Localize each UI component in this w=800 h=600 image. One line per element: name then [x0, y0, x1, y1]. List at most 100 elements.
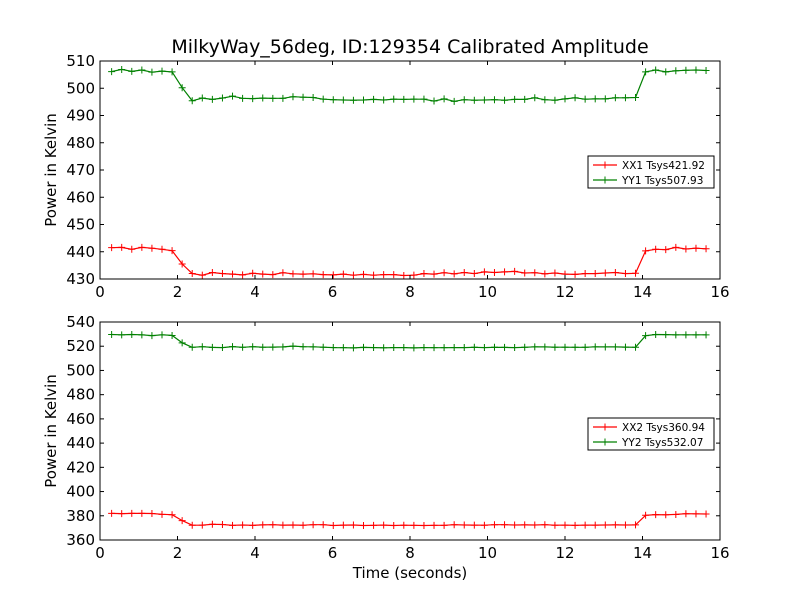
- data-point: [249, 95, 257, 103]
- data-point: [450, 521, 458, 529]
- legend-label: YY2 Tsys532.07: [621, 437, 703, 449]
- data-point: [178, 260, 186, 268]
- data-point: [309, 270, 317, 278]
- data-point: [460, 96, 468, 104]
- data-point: [239, 343, 247, 351]
- series-yy1: [108, 65, 710, 105]
- y-tick-label: 420: [66, 458, 95, 476]
- data-point: [259, 270, 267, 278]
- data-point: [349, 521, 357, 529]
- data-point: [218, 270, 226, 278]
- data-point: [621, 94, 629, 102]
- data-point: [218, 344, 226, 352]
- data-point: [470, 270, 478, 278]
- data-point: [208, 343, 216, 351]
- data-point: [652, 511, 660, 519]
- y-tick-label: 540: [66, 313, 95, 331]
- data-point: [702, 331, 710, 339]
- data-point: [632, 343, 640, 351]
- x-tick-label: 16: [710, 544, 729, 562]
- data-point: [450, 270, 458, 278]
- data-point: [420, 521, 428, 529]
- series-xx2: [108, 509, 710, 529]
- data-point: [400, 271, 408, 279]
- data-point: [632, 94, 640, 102]
- y-tick-label: 510: [66, 52, 95, 70]
- data-point: [692, 244, 700, 252]
- y-axis-label: Power in Kelvin: [42, 113, 60, 227]
- data-point: [430, 521, 438, 529]
- legend-marker: [601, 423, 609, 431]
- data-point: [279, 521, 287, 529]
- data-point: [692, 510, 700, 518]
- data-point: [239, 94, 247, 102]
- data-point: [178, 517, 186, 525]
- data-point: [390, 95, 398, 103]
- data-point: [501, 521, 509, 529]
- data-point: [601, 521, 609, 529]
- data-point: [642, 332, 650, 340]
- data-point: [642, 511, 650, 519]
- data-point: [198, 94, 206, 102]
- y-axis-label: Power in Kelvin: [42, 374, 60, 488]
- data-point: [621, 343, 629, 351]
- y-tick-label: 400: [66, 483, 95, 501]
- y-tick-label: 440: [66, 434, 95, 452]
- data-point: [440, 344, 448, 352]
- data-point: [249, 343, 257, 351]
- data-point: [672, 67, 680, 75]
- data-point: [108, 509, 116, 517]
- data-point: [621, 521, 629, 529]
- data-point: [561, 95, 569, 103]
- data-point: [430, 97, 438, 105]
- data-point: [440, 269, 448, 277]
- x-tick-label: 2: [173, 283, 183, 301]
- data-point: [490, 521, 498, 529]
- data-point: [480, 344, 488, 352]
- data-point: [349, 344, 357, 352]
- legend-box: [587, 155, 715, 189]
- data-point: [440, 95, 448, 103]
- x-tick-label: 14: [633, 283, 652, 301]
- data-point: [360, 343, 367, 351]
- data-point: [168, 511, 176, 519]
- data-point: [188, 343, 196, 351]
- data-point: [430, 270, 438, 278]
- y-tick-label: 500: [66, 79, 95, 97]
- data-point: [339, 270, 347, 278]
- data-point: [128, 67, 136, 75]
- data-point: [632, 521, 640, 529]
- data-point: [299, 270, 307, 278]
- series-yy2: [108, 330, 710, 352]
- data-point: [239, 271, 247, 279]
- data-point: [309, 94, 317, 102]
- data-point: [148, 332, 156, 340]
- data-point: [329, 271, 337, 279]
- data-point: [571, 521, 579, 529]
- data-point: [249, 269, 257, 277]
- y-tick-label: 450: [66, 216, 95, 234]
- chart-title: MilkyWay_56deg, ID:129354 Calibrated Amp…: [171, 36, 648, 58]
- data-point: [440, 521, 448, 529]
- data-point: [108, 330, 116, 338]
- top-panel: 0 2 4 6 8 10 12 14 16 430 440 450 460 470 480 490 500 510…: [42, 52, 730, 301]
- data-point: [279, 343, 287, 351]
- data-point: [329, 521, 337, 529]
- data-point: [410, 344, 418, 352]
- data-point: [672, 243, 680, 251]
- data-point: [450, 344, 458, 352]
- data-point: [692, 66, 700, 74]
- data-point: [158, 331, 166, 339]
- x-tick-label: 4: [250, 544, 260, 562]
- x-tick-label: 10: [478, 283, 497, 301]
- data-point: [118, 243, 126, 251]
- data-point: [218, 94, 226, 102]
- data-point: [108, 244, 116, 252]
- data-point: [662, 511, 670, 519]
- data-point: [289, 342, 297, 350]
- data-point: [168, 247, 176, 255]
- x-tick-label: 12: [555, 544, 574, 562]
- data-point: [299, 343, 307, 351]
